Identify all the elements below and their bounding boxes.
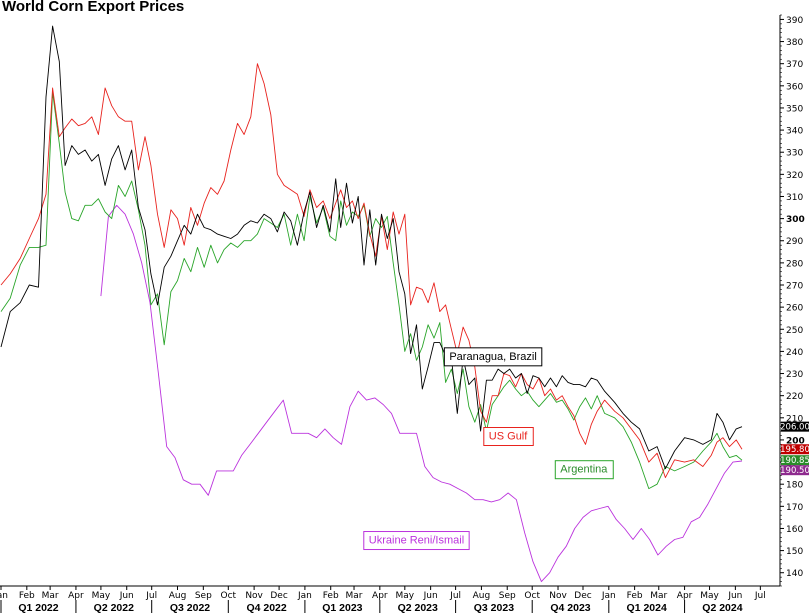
quarter-label: Q2 2024 <box>702 602 742 613</box>
x-tick-label: Aug <box>169 591 187 601</box>
y-tick-label: 340 <box>786 127 803 137</box>
quarter-label: Q2 2022 <box>94 602 134 613</box>
x-axis: Jan Feb Mar Apr May Jun Jul Aug Sep Oct Nov Dec Jan F… <box>0 585 780 613</box>
callout-label: Argentina <box>560 464 608 476</box>
callout-box <box>443 347 543 367</box>
last-value-tag <box>781 455 809 466</box>
callout-box <box>483 427 534 447</box>
x-tick-label: May <box>92 591 111 601</box>
y-tick-label: 230 <box>786 370 803 380</box>
x-tick-label: May <box>700 591 719 601</box>
callout-label: Paranagua, Brazil <box>449 351 536 363</box>
x-tick-label: Jan <box>601 591 616 601</box>
y-tick-label: 280 <box>786 259 803 269</box>
y-tick-label: 140 <box>786 569 803 579</box>
series-line-paranagua-brazil <box>0 25 743 470</box>
x-tick-label: Jul <box>145 591 157 601</box>
x-tick-label: Jan <box>297 591 312 601</box>
last-value-tag-label: 206.00 <box>780 423 810 433</box>
callout-box <box>554 460 614 480</box>
y-tick-label: 210 <box>786 414 803 424</box>
quarter-label: Q1 2024 <box>627 602 667 613</box>
x-tick-label: Apr <box>68 591 84 601</box>
y-tick-label: 380 <box>786 38 803 48</box>
x-tick-label: Jul <box>449 591 461 601</box>
y-tick-label: 260 <box>786 304 803 314</box>
y-tick-label: 150 <box>786 547 803 557</box>
y-tick-label: 170 <box>786 503 803 513</box>
x-tick-label: Oct <box>221 591 237 601</box>
x-tick-label: Sep <box>499 591 516 601</box>
y-tick-label: 330 <box>786 149 803 159</box>
callout-label: US Gulf <box>489 431 528 443</box>
callout-label: Ukraine Reni/Ismail <box>369 535 464 547</box>
x-tick-label: Apr <box>677 591 693 601</box>
x-tick-label: Feb <box>323 591 339 601</box>
series-line-ukraine-reni-ismail <box>100 204 743 583</box>
x-tick-label: Sep <box>195 591 212 601</box>
y-tick-label: 250 <box>786 326 803 336</box>
x-tick-label: Mar <box>650 591 667 601</box>
y-tick-label: 360 <box>786 82 803 92</box>
series-line-us-gulf <box>0 63 743 479</box>
x-tick-label: Nov <box>245 591 263 601</box>
y-axis: 1401501601701801902002102202302402502602… <box>779 14 805 587</box>
series-callouts: Paranagua, Brazil US Gulf Argentina Ukraine… <box>363 347 614 551</box>
x-tick-label: Jun <box>119 591 134 601</box>
quarter-label: Q3 2023 <box>474 602 514 613</box>
x-tick-label: Oct <box>524 591 540 601</box>
x-tick-label: Apr <box>372 591 388 601</box>
x-tick-label: Mar <box>346 591 363 601</box>
chart-title: World Corn Export Prices <box>2 0 185 15</box>
quarter-label: Q3 2022 <box>170 602 210 613</box>
quarter-label: Q4 2023 <box>550 602 590 613</box>
y-tick-label: 390 <box>786 16 803 26</box>
y-tick-label: 350 <box>786 104 803 114</box>
last-value-tag <box>781 465 809 476</box>
x-tick-label: Jun <box>423 591 438 601</box>
y-tick-label: 180 <box>786 481 803 491</box>
y-tick-label: 300 <box>786 215 805 225</box>
y-tick-label: 240 <box>786 348 803 358</box>
x-tick-label: Nov <box>549 591 567 601</box>
x-tick-label: Feb <box>19 591 35 601</box>
y-tick-label: 160 <box>786 525 803 535</box>
quarter-label: Q4 2022 <box>246 602 286 613</box>
y-tick-label: 290 <box>786 237 803 247</box>
x-tick-label: Dec <box>270 591 287 601</box>
quarter-label: Q1 2023 <box>322 602 362 613</box>
y-tick-label: 270 <box>786 282 803 292</box>
y-tick-label: 200 <box>786 436 805 446</box>
x-tick-label: Feb <box>627 591 643 601</box>
last-value-tag-label: 190.50 <box>780 466 810 476</box>
last-value-tag-label: 195.80 <box>780 445 810 455</box>
x-tick-label: Jul <box>754 591 766 601</box>
x-tick-label: Aug <box>473 591 491 601</box>
y-tick-label: 220 <box>786 392 803 402</box>
last-value-tag <box>781 421 809 432</box>
x-tick-label: Dec <box>574 591 591 601</box>
callout-box <box>363 531 470 551</box>
quarter-label: Q2 2023 <box>398 602 438 613</box>
last-value-tag-label: 190.85 <box>780 456 810 466</box>
y-tick-label: 370 <box>786 60 803 70</box>
x-tick-label: Jun <box>727 591 742 601</box>
x-tick-label: Mar <box>42 591 59 601</box>
x-tick-label: May <box>396 591 415 601</box>
quarter-label: Q1 2022 <box>18 602 58 613</box>
y-tick-label: 310 <box>786 193 803 203</box>
series-lines <box>0 25 743 583</box>
last-value-tag <box>781 444 809 455</box>
x-tick-label: Jan <box>0 591 8 601</box>
series-line-argentina <box>0 92 743 490</box>
y-tick-label: 320 <box>786 171 803 181</box>
